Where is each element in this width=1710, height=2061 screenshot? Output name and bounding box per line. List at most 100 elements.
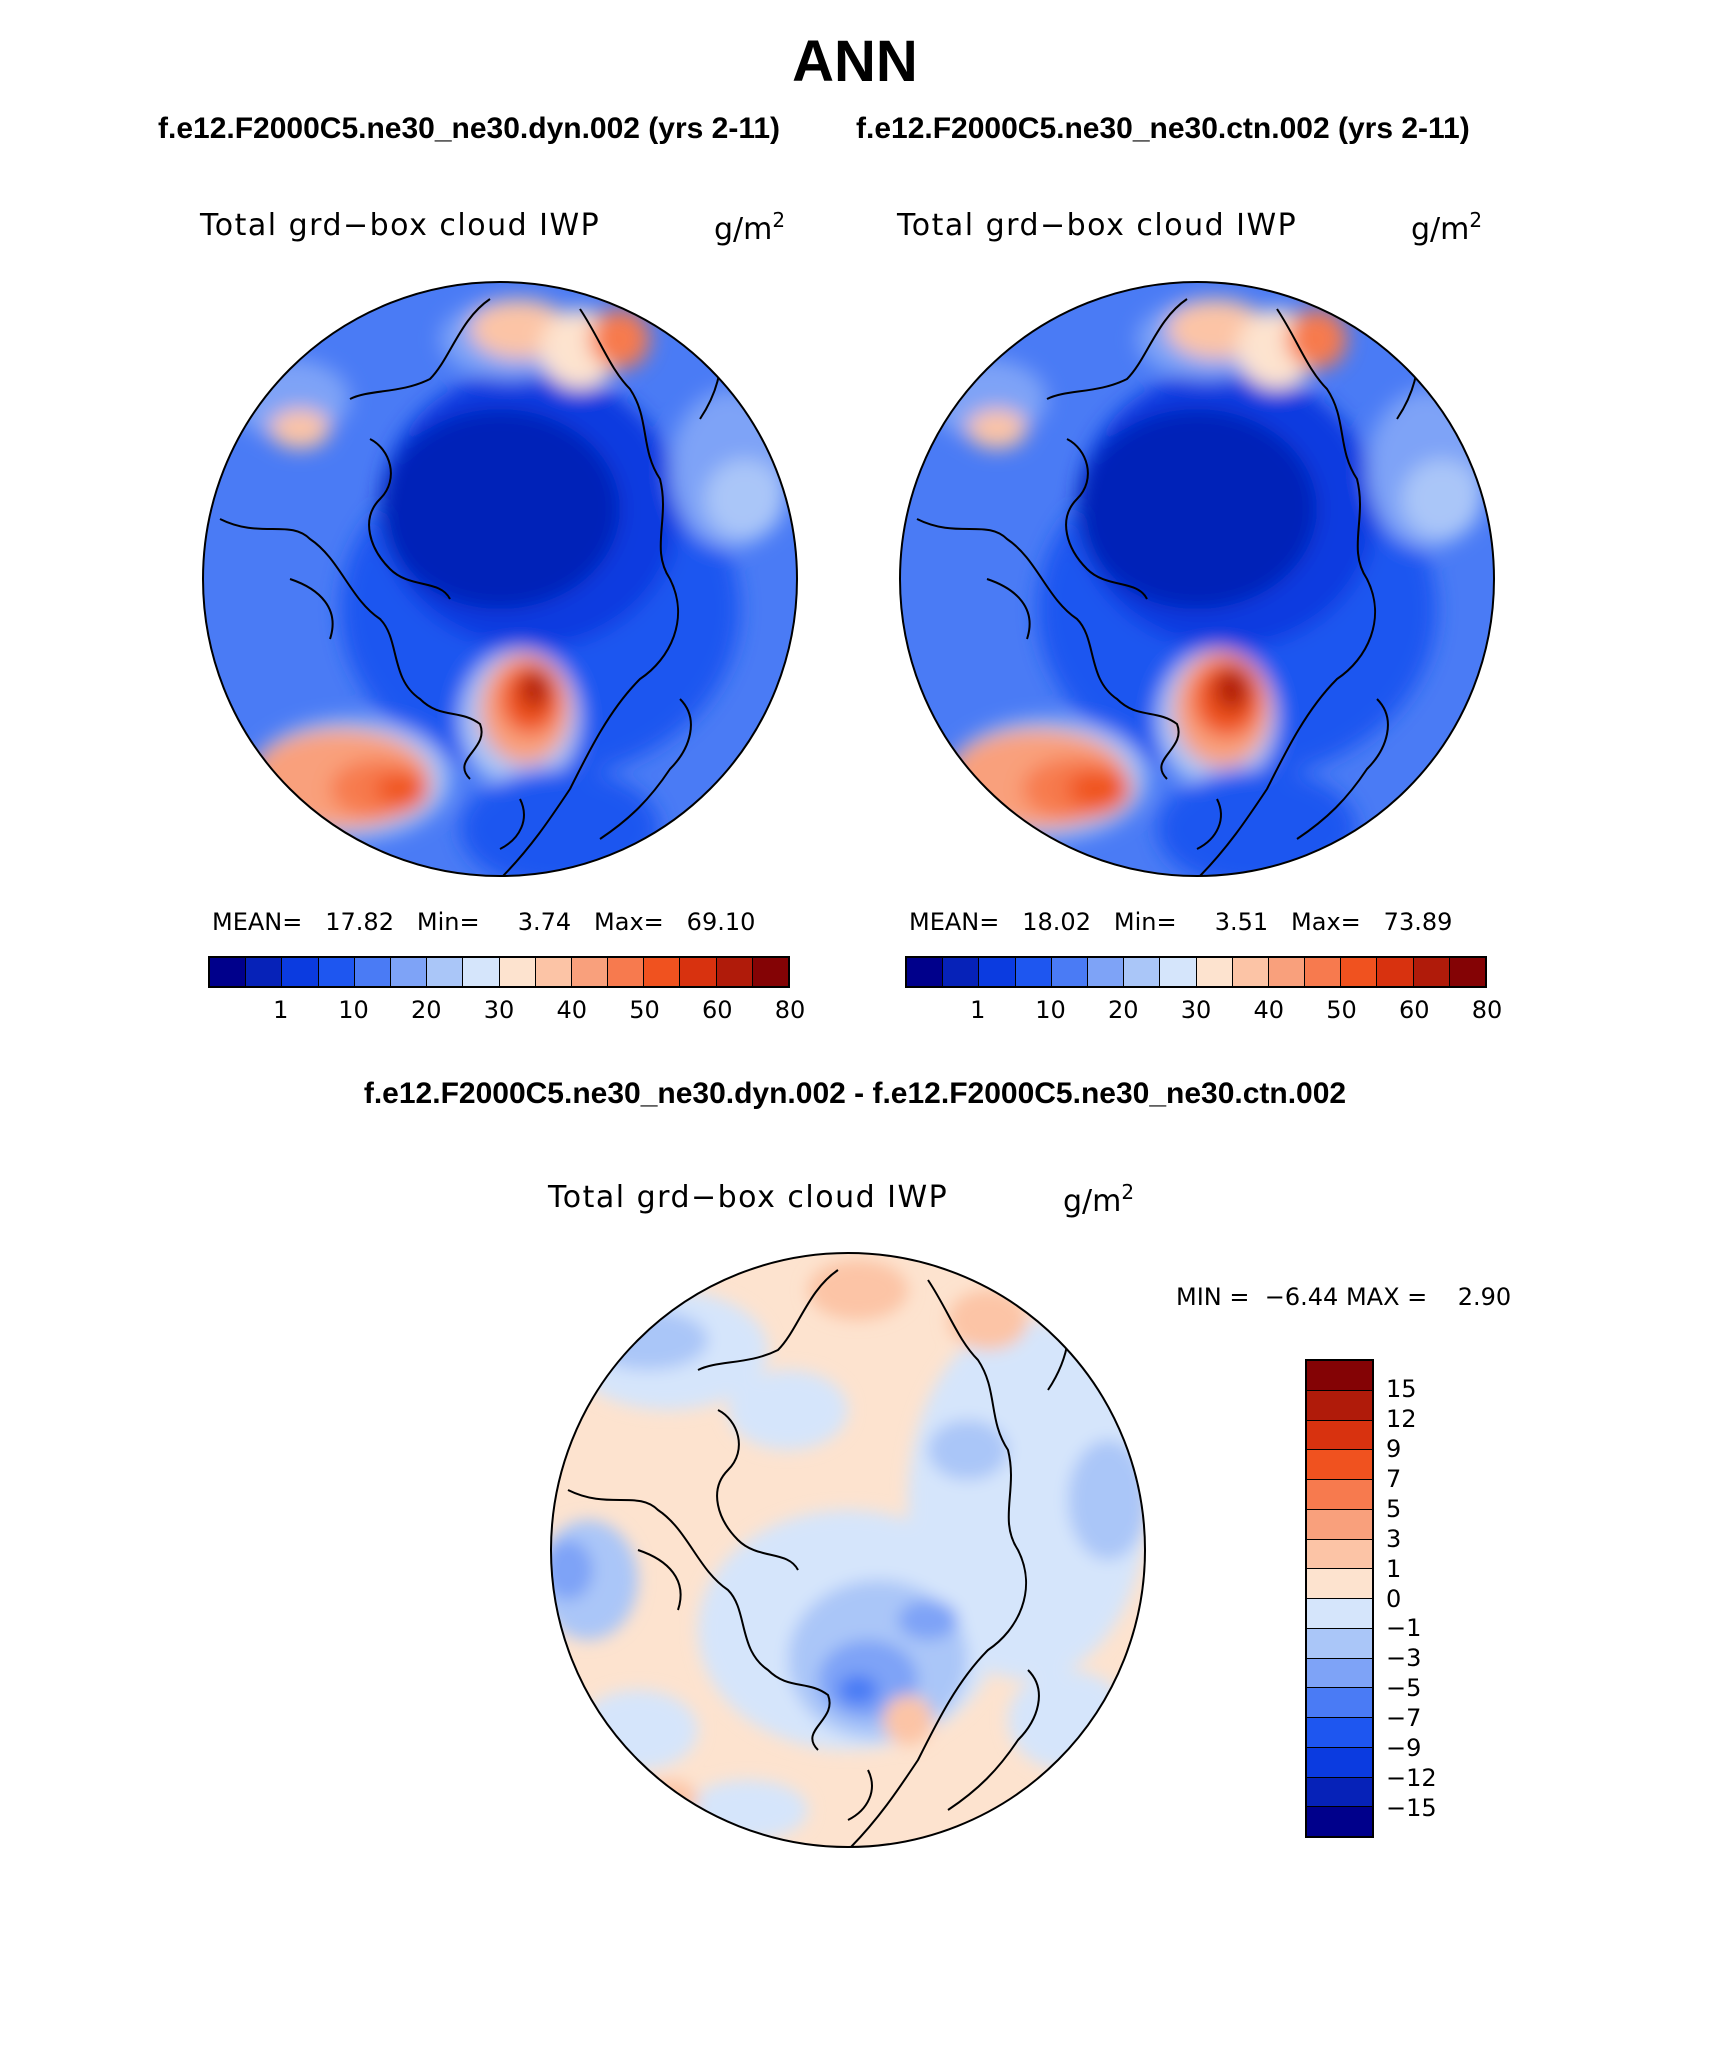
diff-colorbar-swatch bbox=[1307, 1658, 1372, 1689]
diff-colorbar bbox=[1305, 1359, 1374, 1838]
panel2-colorbar-swatch bbox=[1305, 958, 1342, 986]
diff-colorbar-tick-label: −12 bbox=[1386, 1764, 1437, 1793]
diff-colorbar-swatch bbox=[1307, 1509, 1372, 1540]
right-case-title: f.e12.F2000C5.ne30_ne30.ctn.002 (yrs 2-1… bbox=[856, 112, 1470, 145]
panel1-colorbar-tick-label: 10 bbox=[338, 996, 369, 1024]
panel2-colorbar-swatch bbox=[1341, 958, 1378, 986]
panel1-colorbar-tick-label: 60 bbox=[701, 996, 733, 1024]
panel2-colorbar-swatch bbox=[1268, 958, 1306, 986]
diff-colorbar-swatch bbox=[1307, 1569, 1372, 1599]
panel1-colorbar-swatch bbox=[716, 958, 753, 986]
panel1-polar-map bbox=[202, 281, 798, 877]
panel1-colorbar-swatch bbox=[680, 958, 717, 986]
panel2-colorbar bbox=[905, 956, 1487, 988]
diff-colorbar-tick-label: 9 bbox=[1386, 1434, 1402, 1463]
panel1-units: g/m2 bbox=[714, 208, 786, 247]
panel2-colorbar-swatch bbox=[1377, 958, 1414, 986]
panel1-colorbar-swatch bbox=[608, 958, 645, 986]
panel1-colorbar-swatch bbox=[390, 958, 428, 986]
diff-colorbar-swatch bbox=[1307, 1361, 1372, 1391]
panel1-stats: MEAN= 17.82 Min= 3.74 Max= 69.10 bbox=[212, 908, 756, 936]
panel1-colorbar-swatch bbox=[282, 958, 319, 986]
diff-stats: MIN = −6.44 MAX = 2.90 bbox=[1176, 1283, 1512, 1311]
panel1-colorbar-ticks: 1 10 20 30 40 50 60 80 bbox=[208, 996, 805, 1026]
diff-units: g/m2 bbox=[1063, 1180, 1135, 1219]
panel2-colorbar-ticks: 1 10 20 30 40 50 60 80 bbox=[905, 996, 1502, 1026]
panel1-colorbar-tick-label: 20 bbox=[410, 996, 442, 1024]
diff-colorbar-swatch bbox=[1307, 1718, 1372, 1748]
diff-colorbar-swatch bbox=[1307, 1450, 1372, 1480]
panel2-colorbar-tick-label: 50 bbox=[1326, 996, 1357, 1024]
panel1-colorbar-swatch bbox=[354, 958, 391, 986]
diff-colorbar-swatch bbox=[1307, 1688, 1372, 1718]
figure-title: ANN bbox=[792, 29, 918, 94]
panel1-colorbar-tick-label: 80 bbox=[774, 996, 806, 1024]
diff-colorbar-swatch bbox=[1307, 1390, 1372, 1421]
panel2-colorbar-swatch bbox=[1160, 958, 1197, 986]
panel2-colorbar-swatch bbox=[1015, 958, 1052, 986]
diff-colorbar-tick-label: 12 bbox=[1386, 1404, 1417, 1433]
panel2-colorbar-swatch bbox=[979, 958, 1016, 986]
panel1-colorbar-swatch bbox=[318, 958, 355, 986]
diff-colorbar-tick-label: 7 bbox=[1386, 1464, 1402, 1493]
diff-colorbar-tick-label: −9 bbox=[1386, 1734, 1422, 1763]
diff-colorbar-swatch bbox=[1307, 1777, 1372, 1808]
diff-colorbar-tick-label: 5 bbox=[1386, 1494, 1402, 1523]
panel2-colorbar-swatch bbox=[907, 958, 944, 986]
panel2-colorbar-tick-label: 10 bbox=[1035, 996, 1066, 1024]
panel1-colorbar-tick-label: 40 bbox=[556, 996, 588, 1024]
panel2-colorbar-swatch bbox=[1232, 958, 1269, 986]
panel1-colorbar-swatch bbox=[499, 958, 536, 986]
diff-colorbar-swatch bbox=[1307, 1539, 1372, 1570]
panel2-colorbar-swatch bbox=[943, 958, 980, 986]
panel1-colorbar-tick-label: 1 bbox=[273, 996, 289, 1024]
panel2-colorbar-swatch bbox=[1124, 958, 1161, 986]
panel1-colorbar-swatch bbox=[752, 958, 788, 986]
left-case-title: f.e12.F2000C5.ne30_ne30.dyn.002 (yrs 2-1… bbox=[158, 112, 781, 145]
panel2-colorbar-tick-label: 40 bbox=[1253, 996, 1285, 1024]
panel2-stats: MEAN= 18.02 Min= 3.51 Max= 73.89 bbox=[909, 908, 1453, 936]
panel1-colorbar-swatch bbox=[427, 958, 464, 986]
diff-colorbar-swatch bbox=[1307, 1807, 1372, 1836]
panel2-colorbar-swatch bbox=[1196, 958, 1233, 986]
panel2-units: g/m2 bbox=[1411, 208, 1483, 247]
diff-colorbar-ticks: 15 12 9 7 5 3 1 0 −1 −3 −5 −7 −9 −12 −15 bbox=[1386, 1359, 1466, 1838]
panel1-colorbar-swatch bbox=[210, 958, 247, 986]
diff-colorbar-swatch bbox=[1307, 1480, 1372, 1510]
panel2-colorbar-tick-label: 20 bbox=[1107, 996, 1139, 1024]
diff-colorbar-tick-label: −7 bbox=[1386, 1704, 1422, 1733]
panel2-polar-map bbox=[899, 281, 1495, 877]
panel1-variable-title: Total grd−box cloud IWP bbox=[200, 208, 601, 243]
panel1-colorbar-swatch bbox=[535, 958, 572, 986]
panel1-colorbar-swatch bbox=[644, 958, 681, 986]
panel2-colorbar-swatch bbox=[1087, 958, 1125, 986]
panel2-variable-title: Total grd−box cloud IWP bbox=[897, 208, 1298, 243]
panel1-colorbar bbox=[208, 956, 790, 988]
panel2-colorbar-tick-label: 1 bbox=[970, 996, 986, 1024]
diff-colorbar-tick-label: −5 bbox=[1386, 1674, 1422, 1703]
panel2-colorbar-swatch bbox=[1449, 958, 1485, 986]
panel1-colorbar-swatch bbox=[463, 958, 500, 986]
diff-colorbar-tick-label: 0 bbox=[1386, 1584, 1402, 1613]
panel2-colorbar-swatch bbox=[1413, 958, 1450, 986]
diff-colorbar-tick-label: −3 bbox=[1386, 1644, 1422, 1673]
panel2-colorbar-swatch bbox=[1051, 958, 1088, 986]
panel2-colorbar-tick-label: 30 bbox=[1180, 996, 1212, 1024]
panel2-colorbar-tick-label: 80 bbox=[1471, 996, 1503, 1024]
diff-colorbar-tick-label: 15 bbox=[1386, 1374, 1417, 1403]
panel1-colorbar-swatch bbox=[571, 958, 609, 986]
diff-colorbar-swatch bbox=[1307, 1747, 1372, 1778]
panel1-colorbar-swatch bbox=[246, 958, 283, 986]
difference-title: f.e12.F2000C5.ne30_ne30.dyn.002 - f.e12.… bbox=[363, 1077, 1347, 1110]
diff-colorbar-swatch bbox=[1307, 1628, 1372, 1659]
diff-colorbar-swatch bbox=[1307, 1599, 1372, 1629]
diff-colorbar-tick-label: 3 bbox=[1386, 1524, 1402, 1553]
diff-polar-map bbox=[550, 1252, 1146, 1848]
diff-colorbar-tick-label: 1 bbox=[1386, 1554, 1402, 1583]
diff-colorbar-tick-label: −15 bbox=[1386, 1794, 1437, 1823]
panel1-colorbar-tick-label: 50 bbox=[629, 996, 660, 1024]
panel2-colorbar-tick-label: 60 bbox=[1398, 996, 1430, 1024]
diff-variable-title: Total grd−box cloud IWP bbox=[548, 1180, 949, 1215]
diff-colorbar-tick-label: −1 bbox=[1386, 1614, 1422, 1643]
panel1-colorbar-tick-label: 30 bbox=[483, 996, 515, 1024]
